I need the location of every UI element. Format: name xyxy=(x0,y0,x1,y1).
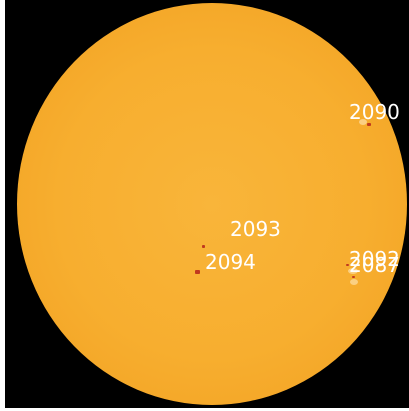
sunspot-2090 xyxy=(367,123,371,126)
region-label-2087: 2087 xyxy=(349,253,400,277)
plage-limb-east xyxy=(348,268,358,274)
region-label-2094: 2094 xyxy=(205,250,256,274)
solar-disk xyxy=(17,3,407,405)
plage-2090 xyxy=(359,119,367,125)
sunspot-2094 xyxy=(195,270,200,274)
plage-limb-east-2 xyxy=(350,279,358,285)
sunspot-2087 xyxy=(352,276,355,278)
sunspot-2093 xyxy=(202,245,205,248)
region-label-2092: 2092 xyxy=(349,247,400,271)
region-label-2093: 2093 xyxy=(230,217,281,241)
sunspot-2092 xyxy=(346,264,349,266)
solar-image-frame: 2090 2093 2094 2092 2087 xyxy=(5,0,409,408)
bottom-border xyxy=(0,408,409,411)
region-label-2090: 2090 xyxy=(349,100,400,124)
